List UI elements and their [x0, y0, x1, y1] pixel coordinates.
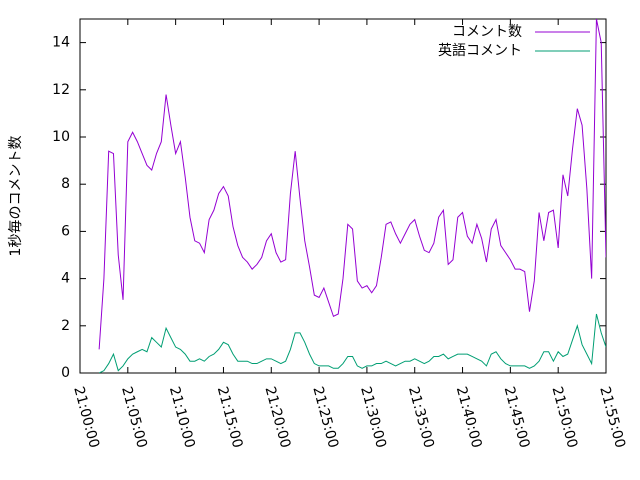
y-tick-label: 12	[52, 82, 70, 98]
x-tick-label: 21:30:00	[357, 385, 389, 450]
x-tick-label: 21:25:00	[309, 385, 341, 450]
y-tick-label: 10	[52, 129, 70, 145]
y-tick-label: 8	[61, 176, 70, 192]
x-tick-label: 21:15:00	[214, 385, 246, 450]
y-tick-label: 0	[61, 365, 70, 381]
series-line	[98, 19, 606, 350]
x-tick-label: 21:35:00	[405, 385, 437, 450]
x-tick-label: 21:10:00	[166, 385, 198, 450]
y-tick-label: 14	[52, 35, 70, 51]
x-tick-label: 21:05:00	[118, 385, 150, 450]
series-line	[98, 313, 606, 373]
legend-label: 英語コメント	[438, 42, 522, 59]
y-tick-label: 4	[61, 271, 70, 287]
plot-lines	[98, 19, 606, 373]
x-tick-label: 21:45:00	[501, 385, 533, 450]
y-tick-label: 6	[61, 223, 70, 239]
x-tick-label: 21:50:00	[548, 385, 580, 450]
legend-label: コメント数	[452, 24, 522, 40]
plot-frame	[79, 18, 607, 374]
x-tick-label: 21:20:00	[262, 385, 294, 450]
y-tick-label: 2	[61, 318, 70, 334]
x-tick-label: 21:00:00	[70, 385, 102, 450]
x-tick-label: 21:40:00	[453, 385, 485, 450]
x-tick-label: 21:55:00	[596, 385, 628, 450]
y-axis-label: 1秒毎のコメント数	[8, 136, 24, 257]
